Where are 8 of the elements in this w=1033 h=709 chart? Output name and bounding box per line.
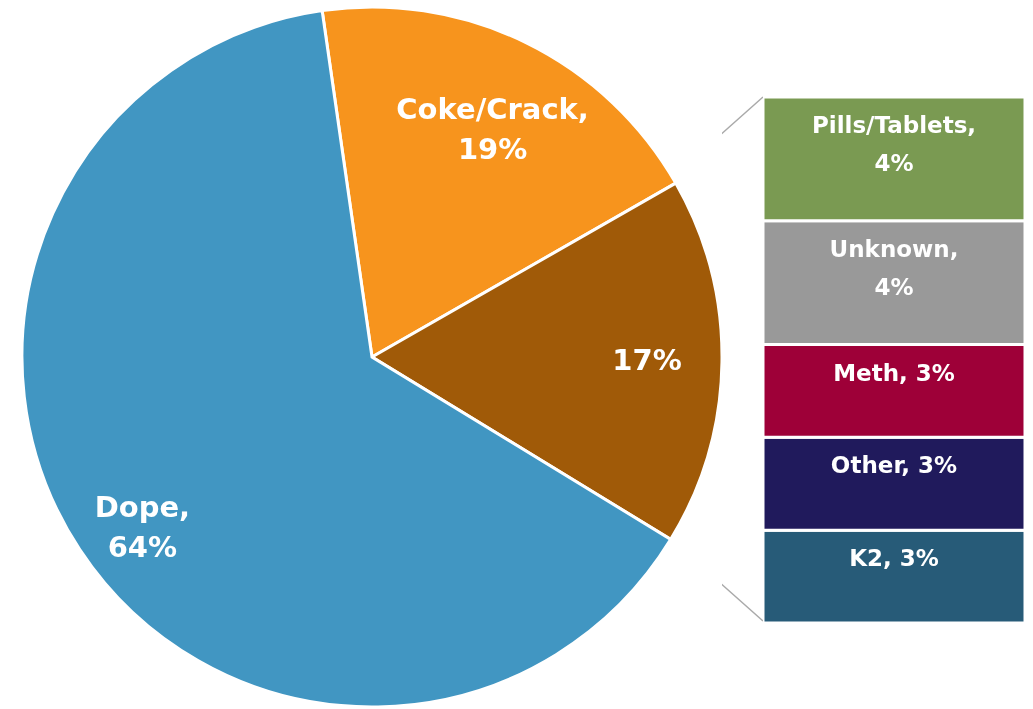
data-label: Coke/Crack, 19% [396,91,589,166]
data-label: K2, 3% [849,545,939,572]
data-label: Dope, 64% [94,490,191,565]
data-label: 17% [612,342,682,377]
data-label: Unknown, 4% [829,235,959,300]
data-label: Pills/Tablets, 4% [811,112,977,176]
data-label: Meth, 3% [833,359,955,386]
data-label: Other, 3% [830,452,958,479]
